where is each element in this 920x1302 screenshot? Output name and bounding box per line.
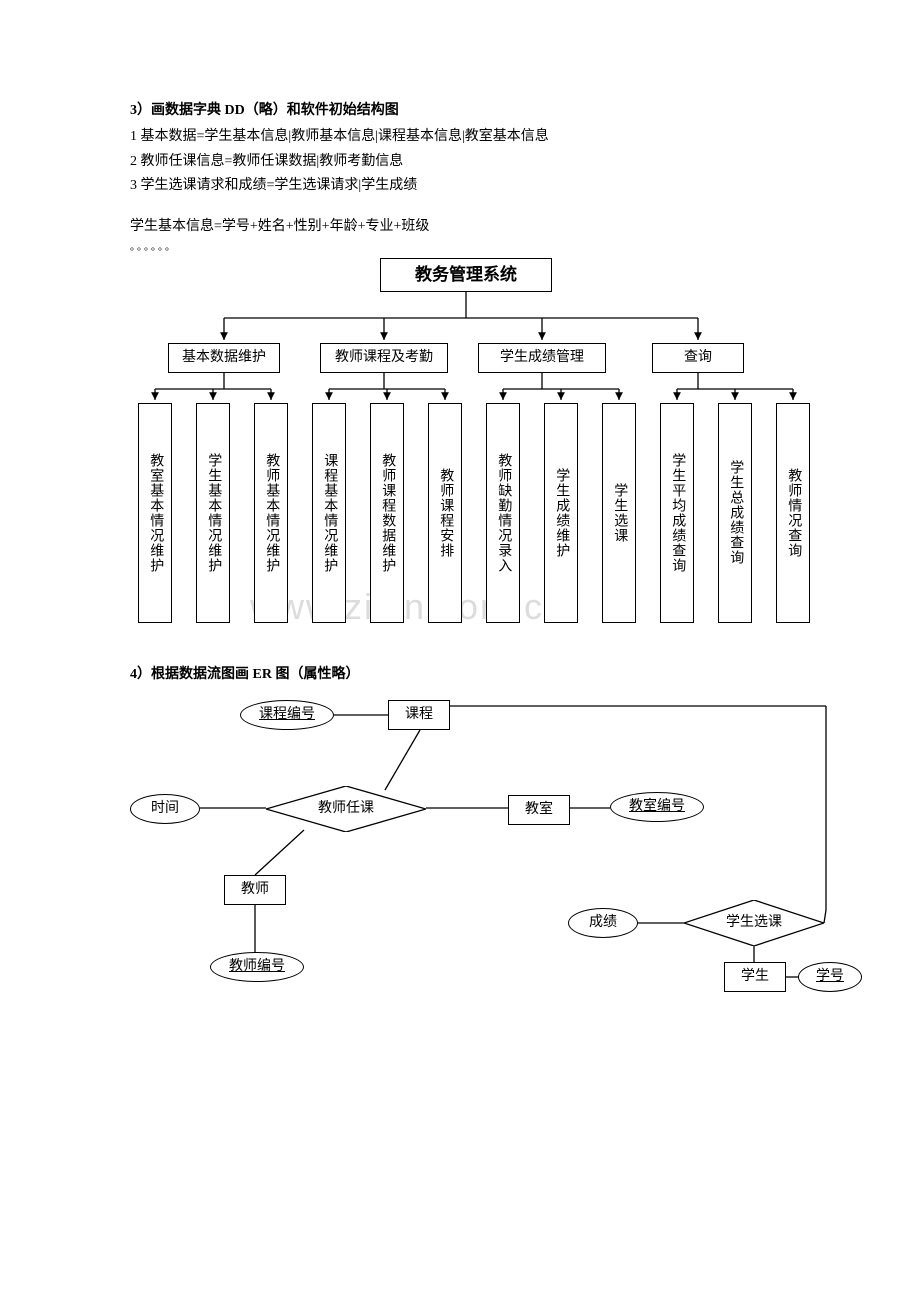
structure-tree-diagram: www.zixin.com.cn 教务管理系统基本数据维护教师课程及考勤学生成绩… <box>130 258 830 648</box>
rel-teach: 教师任课 <box>266 786 426 832</box>
dd-line-4: 学生基本信息=学号+姓名+性别+年龄+专业+班级 <box>130 216 790 238</box>
tree-mid-1: 教师课程及考勤 <box>320 343 448 373</box>
entity-course: 课程 <box>388 700 450 730</box>
tree-leaf-6: 教师缺勤情况录入 <box>486 403 520 623</box>
section-3-heading: 3）画数据字典 DD（略）和软件初始结构图 <box>130 100 790 122</box>
tree-leaf-0: 教室基本情况维护 <box>138 403 172 623</box>
section-4-heading: 4）根据数据流图画 ER 图（属性略） <box>130 664 790 686</box>
tree-leaf-10: 学生总成绩查询 <box>718 403 752 623</box>
ellipsis: 。。。。。。 <box>130 240 790 256</box>
er-diagram: 课程教室教师学生课程编号时间教室编号教师编号成绩学号教师任课学生选课 <box>130 690 830 1010</box>
tree-leaf-1: 学生基本情况维护 <box>196 403 230 623</box>
tree-leaf-2: 教师基本情况维护 <box>254 403 288 623</box>
tree-mid-3: 查询 <box>652 343 744 373</box>
tree-leaf-7: 学生成绩维护 <box>544 403 578 623</box>
dd-line-1: 1 基本数据=学生基本信息|教师基本信息|课程基本信息|教室基本信息 <box>130 126 790 148</box>
tree-mid-2: 学生成绩管理 <box>478 343 606 373</box>
tree-leaf-5: 教师课程安排 <box>428 403 462 623</box>
tree-leaf-9: 学生平均成绩查询 <box>660 403 694 623</box>
tree-leaf-11: 教师情况查询 <box>776 403 810 623</box>
tree-leaf-8: 学生选课 <box>602 403 636 623</box>
dd-line-3: 3 学生选课请求和成绩=学生选课请求|学生成绩 <box>130 175 790 197</box>
tree-root: 教务管理系统 <box>380 258 552 292</box>
dd-line-2: 2 教师任课信息=教师任课数据|教师考勤信息 <box>130 151 790 173</box>
entity-teacher: 教师 <box>224 875 286 905</box>
attr-studentNo: 学号 <box>798 962 862 992</box>
tree-leaf-4: 教师课程数据维护 <box>370 403 404 623</box>
tree-leaf-3: 课程基本情况维护 <box>312 403 346 623</box>
entity-student: 学生 <box>724 962 786 992</box>
entity-classroom: 教室 <box>508 795 570 825</box>
tree-mid-0: 基本数据维护 <box>168 343 280 373</box>
rel-select: 学生选课 <box>684 900 824 946</box>
